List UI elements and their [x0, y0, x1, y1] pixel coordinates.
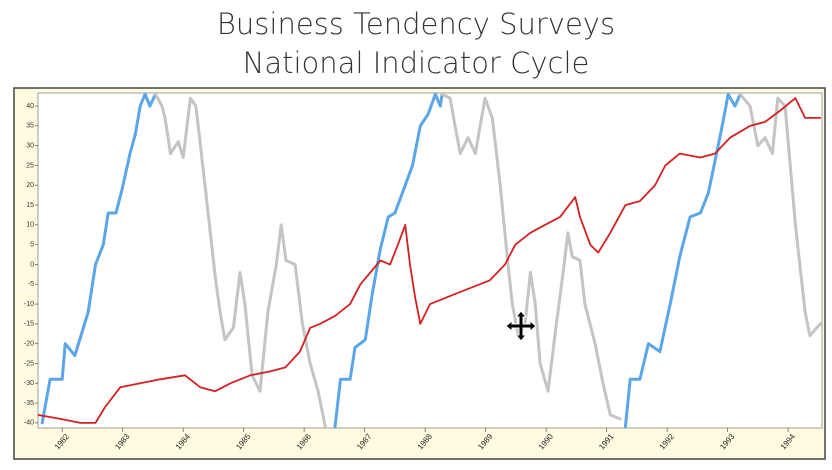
y-tick-label: 15	[26, 202, 34, 209]
y-tick-label: 20	[26, 182, 34, 189]
plot-area	[37, 92, 823, 429]
y-tick-label: 10	[26, 222, 34, 229]
y-tick-label: -20	[24, 340, 34, 347]
y-tick-label: 40	[26, 103, 34, 110]
y-tick-label: -5	[28, 281, 34, 288]
move-cursor	[505, 310, 537, 342]
series-line	[38, 97, 822, 424]
title-line: National Indicator Cycle	[243, 46, 590, 80]
y-tick-label: 25	[26, 162, 34, 169]
series-line	[153, 93, 822, 428]
y-tick-label: 5	[30, 242, 34, 249]
y-tick-label: -40	[24, 420, 34, 427]
y-tick-label: -10	[24, 301, 34, 308]
y-tick-label: -25	[24, 360, 34, 367]
series-line	[40, 93, 742, 428]
y-tick-label: -30	[24, 380, 34, 387]
y-tick-label: -15	[24, 321, 34, 328]
y-tick-label: 30	[26, 143, 34, 150]
series-layer	[38, 93, 822, 428]
y-tick-label: 35	[26, 123, 34, 130]
y-tick-label: -35	[24, 400, 34, 407]
y-tick-label: 0	[30, 261, 34, 268]
title-line: Business Tendency Surveys	[217, 7, 615, 41]
